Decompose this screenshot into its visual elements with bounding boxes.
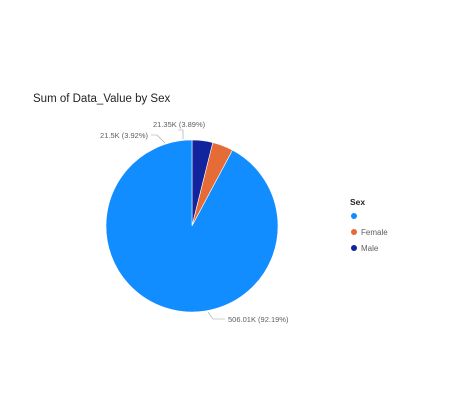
legend-label: Male — [361, 244, 379, 253]
leader-line — [207, 311, 225, 320]
legend-title: Sex — [350, 197, 365, 207]
legend-item-male[interactable]: Male — [351, 244, 379, 253]
leader-line — [178, 129, 184, 139]
pie-chart — [105, 139, 279, 313]
data-label-female: 21.5K (3.92%) — [100, 131, 148, 140]
legend-marker — [351, 229, 357, 235]
chart-title: Sum of Data_Value by Sex — [33, 93, 170, 105]
legend-marker — [351, 245, 357, 251]
legend-label: Female — [361, 228, 388, 237]
legend-marker — [351, 213, 357, 219]
data-label-blank: 506.01K (92.19%) — [228, 315, 289, 324]
data-label-male: 21.35K (3.89%) — [153, 120, 206, 129]
pie-slice-blank[interactable] — [105, 139, 279, 313]
data-labels: 506.01K (92.19%) 21.5K (3.92%) 21.35K (3.8… — [100, 120, 289, 324]
legend-item-blank[interactable] — [351, 213, 357, 219]
leader-line — [151, 134, 166, 144]
legend: Sex Female Male — [350, 197, 388, 253]
legend-item-female[interactable]: Female — [351, 228, 388, 237]
